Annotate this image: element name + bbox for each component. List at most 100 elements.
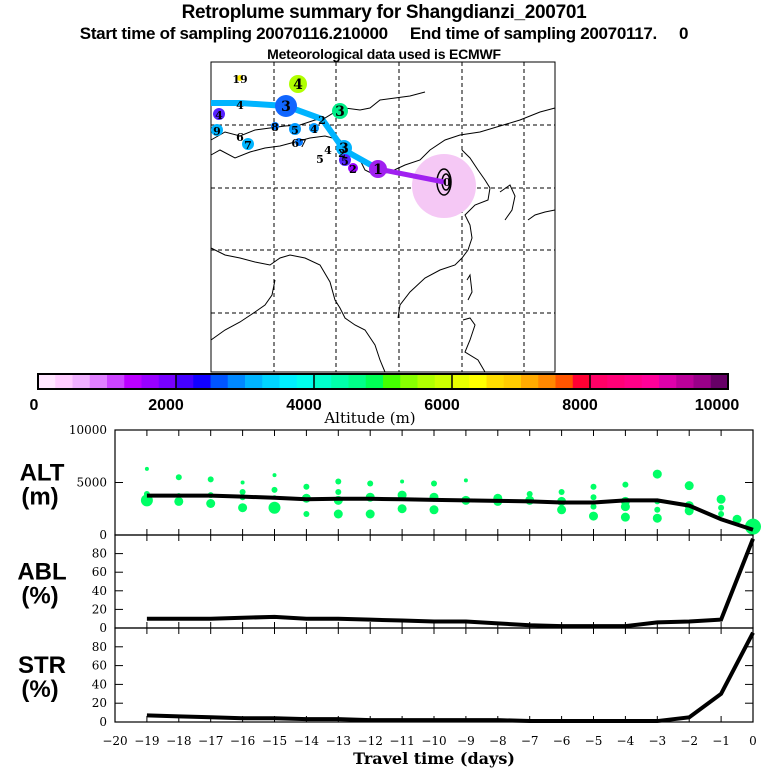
- x-tick-label: −3: [648, 734, 666, 748]
- colorbar-swatch: [383, 374, 401, 389]
- colorbar-tick-label: 6000: [424, 397, 460, 414]
- x-tick-label: 0: [749, 734, 757, 748]
- altitude-cluster-point: [206, 499, 216, 508]
- series-line-alt: [146, 493, 754, 532]
- altitude-cluster-point: [240, 480, 245, 485]
- colorbar-swatch: [176, 374, 194, 389]
- cluster-marker: [237, 75, 243, 81]
- colorbar-tick-label: 2000: [148, 397, 184, 414]
- altitude-cluster-point: [335, 488, 342, 495]
- cluster-label: 4: [293, 77, 303, 93]
- colorbar-swatch: [676, 374, 694, 389]
- colorbar-swatch: [503, 374, 522, 389]
- altitude-cluster-point: [652, 513, 662, 523]
- colorbar-swatch: [124, 374, 142, 389]
- x-tick-label: −17: [198, 734, 223, 748]
- cluster-marker: [336, 140, 352, 156]
- y-tick-label: 20: [92, 696, 107, 710]
- cluster-marker: [242, 138, 254, 150]
- cluster-marker: [309, 123, 319, 133]
- panel-abl: 0 20 40 60 80 ABL(%): [17, 534, 755, 635]
- colorbar-tick-label: 8000: [562, 397, 598, 414]
- cluster-label: 2: [338, 147, 346, 160]
- x-tick-label: −11: [389, 734, 414, 748]
- cluster-label: 19: [232, 73, 247, 86]
- altitude-cluster-point: [207, 476, 214, 483]
- colorbar-swatch: [486, 374, 505, 389]
- colorbar-swatch: [452, 374, 470, 389]
- cluster-label: 2: [349, 163, 357, 176]
- cluster-marker: [289, 75, 307, 93]
- altitude-cluster-point: [589, 511, 598, 521]
- x-tick-label: −14: [294, 734, 320, 748]
- altitude-cluster-point: [333, 509, 343, 519]
- cluster-label: 3: [335, 104, 345, 120]
- altitude-cluster-point: [174, 496, 184, 506]
- altitude-cluster-point: [463, 478, 468, 483]
- altitude-cluster-point: [745, 518, 761, 535]
- cluster-marker: [332, 103, 348, 119]
- altitude-cluster-point: [652, 469, 662, 479]
- cluster-marker: [211, 124, 223, 136]
- chart-title: Retroplume summary for Shangdianzi_20070…: [181, 2, 587, 23]
- x-tick-label: −16: [230, 734, 255, 748]
- altitude-cluster-point: [397, 504, 407, 514]
- y-tick-label: 0: [99, 621, 107, 635]
- colorbar-swatch: [348, 374, 367, 389]
- cluster-marker: [339, 154, 351, 166]
- cluster-label: 1: [373, 162, 383, 178]
- altitude-cluster-point: [526, 491, 533, 498]
- altitude-cluster-point: [732, 514, 742, 524]
- altitude-cluster-point: [590, 494, 597, 501]
- cluster-label: 8: [271, 121, 279, 134]
- colorbar-swatch: [141, 374, 160, 389]
- coastlines: [210, 91, 556, 373]
- panel-ylabel: ABL: [17, 559, 66, 586]
- x-tick-label: −18: [166, 734, 191, 748]
- cluster-label: 4: [324, 144, 332, 157]
- colorbar-swatch: [607, 374, 625, 389]
- cluster-label: 5: [341, 155, 349, 168]
- colorbar-swatch: [72, 374, 91, 389]
- x-tick-label: −8: [489, 734, 507, 748]
- altitude-cluster-point: [365, 509, 375, 519]
- x-tick-label: −15: [262, 734, 287, 748]
- panel-ylabel-unit: (%): [21, 676, 58, 703]
- y-tick-label: 10000: [69, 423, 107, 437]
- x-tick-label: −6: [553, 734, 571, 748]
- colorbar-swatch: [55, 374, 73, 389]
- colorbar-frame: [37, 373, 729, 390]
- x-tick-label: −1: [712, 734, 730, 748]
- colorbar-swatch: [572, 374, 591, 389]
- colorbar-swatch: [245, 374, 263, 389]
- colorbar-swatch: [365, 374, 384, 389]
- cluster-label: 3: [281, 99, 291, 115]
- cluster-label: 67: [291, 137, 306, 150]
- colorbar-swatch: [521, 374, 539, 389]
- altitude-cluster-point: [558, 488, 565, 495]
- altitude-cluster-point: [620, 512, 630, 522]
- colorbar-swatch: [469, 374, 487, 389]
- panel-str: 0 20 40 60 80 STR(%): [18, 627, 755, 729]
- x-axis-label: Travel time (days): [353, 749, 515, 768]
- altitude-cluster-point: [303, 483, 310, 490]
- colorbar-swatch: [193, 374, 211, 389]
- colorbar-swatch: [158, 374, 177, 389]
- x-tick-label: −13: [326, 734, 351, 748]
- altitude-cluster-point: [268, 501, 281, 514]
- panel-ylabel: ALT: [20, 460, 65, 487]
- colorbar-swatch: [538, 374, 556, 389]
- colorbar-swatch: [624, 374, 643, 389]
- colorbar-swatch: [279, 374, 298, 389]
- altitude-cluster-point: [238, 503, 248, 513]
- x-tick-label: −9: [457, 734, 475, 748]
- altitude-cluster-point: [271, 486, 278, 493]
- plume-footprint: [412, 154, 476, 218]
- altitude-cluster-point: [684, 481, 694, 491]
- altitude-cluster-point: [431, 480, 437, 487]
- altitude-cluster-point: [590, 503, 597, 510]
- panel-frame: [114, 627, 754, 723]
- altitude-cluster-point: [590, 483, 597, 490]
- colorbar-swatch: [262, 374, 280, 389]
